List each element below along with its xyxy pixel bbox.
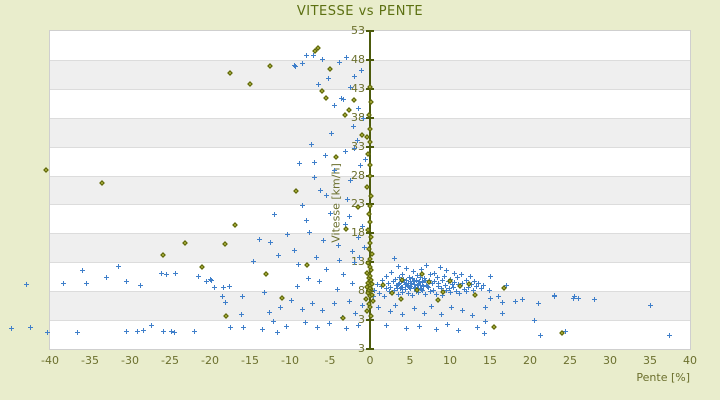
x-tick-label: 35 [643, 354, 657, 367]
x-tick-label: -25 [161, 354, 179, 367]
y-tick-mark [366, 116, 374, 119]
y-tick-mark [366, 58, 374, 61]
data-point [28, 324, 34, 330]
y-tick-label: 23 [351, 197, 365, 211]
y-tick-mark [366, 348, 374, 350]
y-tick-mark [366, 87, 374, 90]
y-tick-mark [366, 232, 374, 235]
y-axis-line [369, 31, 371, 349]
data-point [43, 167, 50, 174]
x-tick-label: 30 [603, 354, 617, 367]
data-point [9, 325, 15, 331]
chart-title: VITESSE vs PENTE [296, 4, 424, 19]
data-point [24, 281, 30, 287]
x-tick-label: -20 [201, 354, 219, 367]
y-tick-mark [366, 30, 374, 32]
x-tick-label: -40 [41, 354, 59, 367]
y-tick-label: 43 [351, 81, 365, 95]
y-tick-label: 3 [358, 342, 365, 355]
x-tick-label: -30 [121, 354, 139, 367]
x-tick-label: 20 [523, 354, 537, 367]
x-tick-label: 15 [483, 354, 497, 367]
x-tick-label: 40 [683, 354, 697, 367]
x-axis-title: Pente [%] [636, 371, 690, 384]
x-tick-label: 0 [366, 354, 374, 367]
y-tick-mark [366, 145, 374, 148]
y-tick-label: 8 [358, 284, 365, 298]
x-tick-label: 25 [563, 354, 577, 367]
y-tick-label: 18 [351, 226, 365, 240]
y-axis-title: Vitesse [km/h] [329, 163, 343, 243]
x-tick-label: 5 [406, 354, 414, 367]
x-tick-label: -35 [81, 354, 99, 367]
y-tick-label: 38 [351, 110, 365, 124]
y-tick-label: 48 [351, 52, 365, 66]
y-tick-label: 3 [358, 313, 365, 327]
x-tick-label: 10 [443, 354, 457, 367]
y-tick-mark [366, 290, 374, 293]
y-tick-label: 28 [351, 168, 365, 182]
x-tick-label: -10 [281, 354, 299, 367]
y-tick-mark [366, 319, 374, 322]
y-tick-label: 53 [351, 24, 365, 37]
x-tick-label: -15 [241, 354, 259, 367]
y-tick-label: 33 [351, 139, 365, 153]
x-tick-label: -5 [324, 354, 336, 367]
y-tick-label: 13 [351, 255, 365, 269]
y-tick-mark [366, 203, 374, 206]
y-tick-mark [366, 174, 374, 177]
y-tick-mark [366, 261, 374, 264]
